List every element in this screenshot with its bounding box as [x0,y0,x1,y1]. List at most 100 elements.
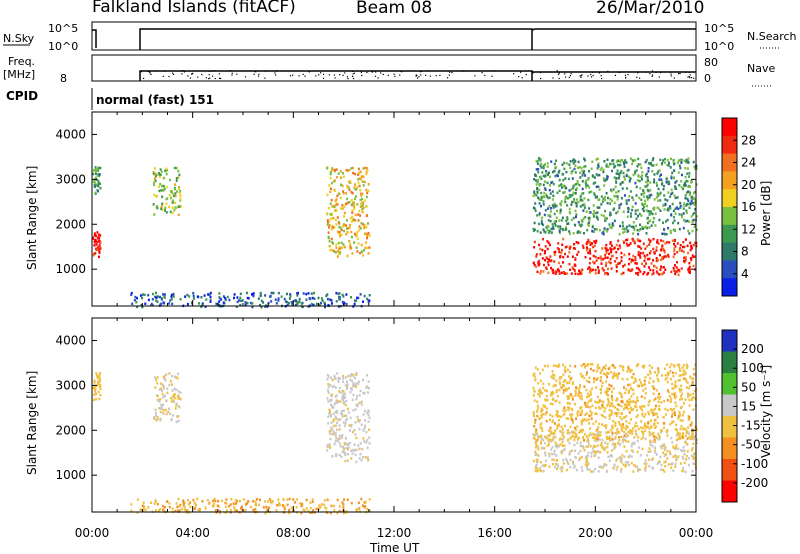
echo-cell [642,209,645,213]
echo-cell [689,435,692,439]
echo-cell [651,444,654,448]
echo-cell [559,429,562,433]
echo-cell [562,409,565,412]
echo-cell [552,225,555,229]
echo-cell [571,431,574,434]
echo-cell [331,378,334,382]
echo-cell [685,158,688,162]
echo-cell [94,168,97,171]
echo-cell [179,391,182,394]
echo-cell [671,392,674,396]
nave-dot [302,73,304,75]
echo-cell [635,194,638,197]
echo-cell [608,387,611,391]
echo-cell [608,404,611,408]
echo-cell [355,385,358,388]
echo-cell [598,188,601,191]
echo-cell [594,437,597,440]
echo-cell [625,435,628,439]
echo-cell [143,293,146,297]
echo-cell [251,305,254,309]
echo-cell [93,379,96,382]
echo-cell [350,425,353,428]
nave-dot [380,72,382,74]
echo-cell [649,210,651,213]
echo-cell [574,192,577,195]
echo-cell [92,253,95,257]
echo-cell [623,175,626,178]
echo-cell [581,169,584,173]
echo-cell [673,239,676,243]
nave-dot [417,77,419,79]
echo-cell [593,433,596,437]
echo-cell [639,251,642,255]
echo-cell [549,175,552,179]
echo-cell [670,231,672,234]
echo-cell [632,442,635,445]
echo-cell [219,509,221,513]
colorbar-swatch [722,207,737,226]
echo-cell [610,226,613,230]
echo-cell [615,211,618,215]
echo-cell [576,180,579,183]
echo-cell [342,301,345,304]
echo-cell [544,454,547,457]
echo-cell [668,161,670,165]
echo-cell [540,416,543,419]
nave-dot [618,71,620,74]
echo-cell [613,207,616,210]
echo-cell [160,298,163,301]
echo-cell [171,374,174,378]
echo-cell [611,254,614,258]
echo-cell [552,373,555,377]
echo-cell [582,436,584,439]
echo-cell [343,424,346,428]
xtick-label: 08:00 [276,526,311,540]
echo-cell [685,161,688,164]
echo-cell [356,296,359,300]
date-label: 26/Mar/2010 [596,0,704,18]
echo-cell [334,377,337,380]
echo-cell [542,228,545,231]
echo-cell [618,439,621,442]
echo-cell [562,391,565,395]
echo-cell [344,396,347,399]
echo-cell [580,397,583,401]
echo-cell [342,421,345,424]
echo-cell [572,421,574,424]
echo-cell [355,403,358,407]
echo-cell [585,388,588,392]
echo-cell [655,425,658,428]
echo-cell [260,299,263,303]
echo-cell [349,416,352,420]
echo-cell [361,192,364,196]
echo-cell [236,500,239,503]
echo-cell [630,409,633,412]
echo-cell [597,432,600,435]
echo-cell [640,198,643,201]
echo-cell [604,209,607,213]
echo-cell [296,292,299,295]
echo-cell [335,453,338,457]
echo-cell [683,377,686,380]
echo-cell [326,397,329,400]
echo-cell [173,166,176,170]
echo-cell [640,381,642,384]
echo-cell [575,198,578,201]
echo-cell [357,242,360,245]
echo-cell [363,199,366,202]
echo-cell [630,376,633,379]
echo-cell [277,498,280,501]
echo-cell [653,206,656,209]
echo-cell [582,445,585,448]
echo-cell [571,382,574,386]
echo-cell [548,434,551,437]
echo-cell [580,192,583,196]
echo-cell [347,447,349,451]
echo-cell [625,461,628,464]
echo-cell [591,404,594,407]
echo-cell [95,234,98,238]
echo-cell [666,199,669,202]
echo-cell [653,252,656,255]
